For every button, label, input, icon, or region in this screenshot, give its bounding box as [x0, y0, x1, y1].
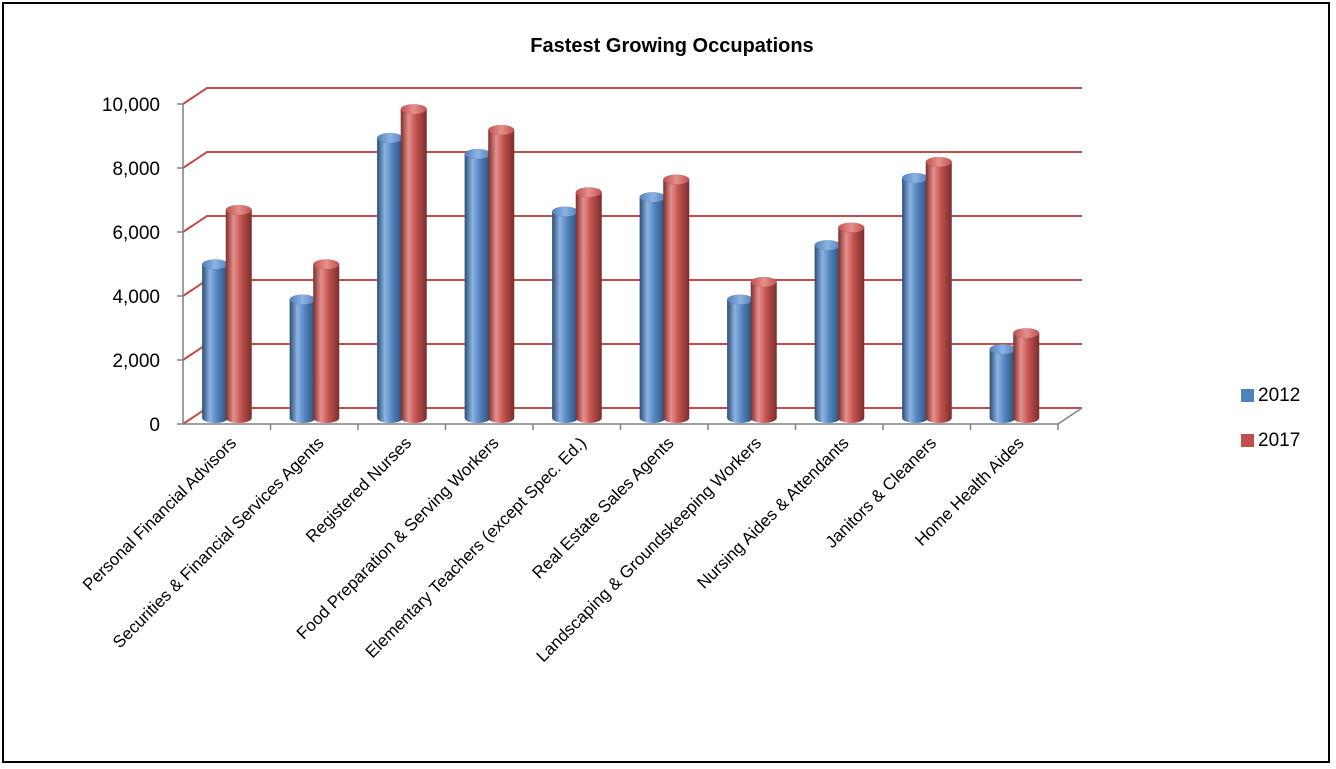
floor-edge	[1057, 407, 1083, 425]
y-tick-label: 2,000	[112, 351, 160, 372]
legend-swatch	[1241, 389, 1254, 402]
gridline	[182, 151, 1082, 169]
bar-2012	[551, 206, 579, 423]
bar-2012	[901, 172, 929, 423]
bar-2012	[201, 259, 229, 423]
legend-swatch	[1241, 434, 1254, 447]
bar-2017	[575, 187, 602, 423]
bar-2017	[1013, 327, 1040, 423]
x-tick-label: Personal Financial Advisors	[79, 433, 240, 594]
y-tick-label: 8,000	[112, 159, 160, 180]
bar-2012	[376, 132, 404, 423]
y-tick-label: 0	[149, 415, 160, 436]
bar-2017	[400, 103, 427, 423]
bar-2017	[225, 204, 252, 423]
gridline	[182, 215, 1082, 233]
bar-2017	[838, 222, 865, 423]
legend-label: 2012	[1258, 385, 1300, 406]
y-axis-ticks: 0 2,000 4,000 6,000 8,000 10,000	[102, 95, 183, 436]
gridlines	[182, 87, 1083, 425]
bar-2012	[289, 294, 316, 423]
bar-2017	[925, 156, 952, 423]
legend-item: 2017	[1241, 430, 1300, 451]
legend-item: 2012	[1241, 385, 1300, 406]
bar-2012	[639, 191, 666, 423]
bars	[201, 103, 1040, 423]
bar-2017	[488, 124, 515, 423]
x-tick-label: Nursing Aides & Attendants	[693, 433, 852, 592]
bar-2017	[663, 174, 690, 423]
legend-label: 2017	[1258, 430, 1300, 451]
chart-title: Fastest Growing Occupations	[530, 35, 813, 57]
gridline	[182, 87, 1082, 105]
bar-2012	[464, 148, 491, 423]
legend: 2012 2017	[1241, 385, 1300, 451]
y-tick-label: 10,000	[102, 95, 160, 116]
bar-2012	[726, 294, 754, 423]
bar-2012	[814, 239, 841, 423]
y-tick-label: 6,000	[112, 223, 160, 244]
x-tick-label: Real Estate Sales Agents	[528, 433, 677, 582]
bar-2012	[989, 343, 1016, 423]
bar-2017	[313, 259, 340, 423]
y-tick-label: 4,000	[112, 287, 160, 308]
bar-2017	[750, 276, 777, 423]
